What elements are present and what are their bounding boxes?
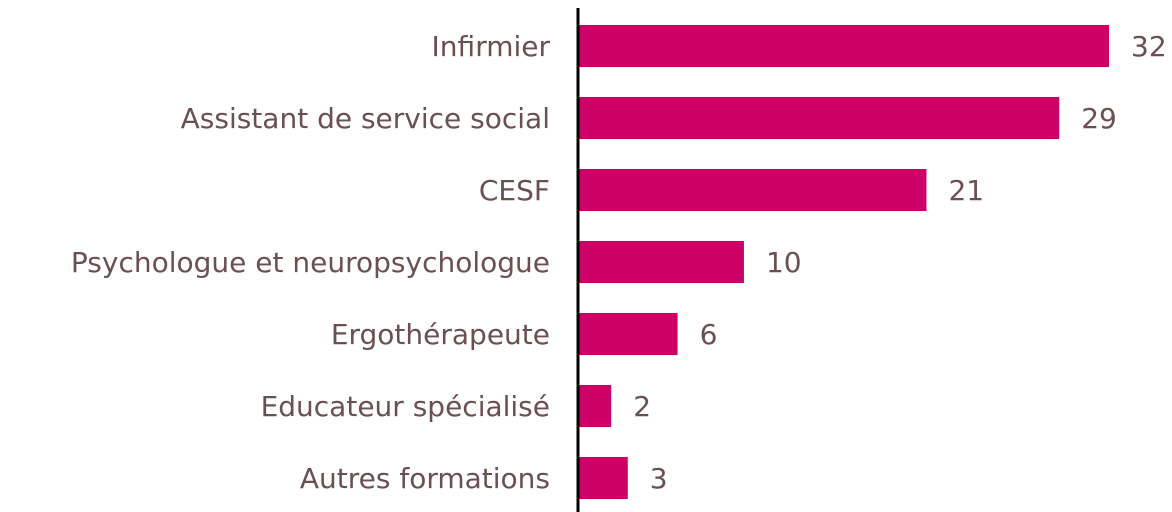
bar: [578, 169, 927, 211]
category-label: Infirmier: [432, 30, 551, 63]
value-label: 29: [1081, 102, 1117, 135]
bar: [578, 385, 612, 427]
category-label: CESF: [479, 174, 550, 207]
value-label: 2: [633, 390, 651, 423]
category-label: Autres formations: [300, 462, 550, 495]
category-label: Educateur spécialisé: [261, 390, 550, 423]
category-label: Psychologue et neuropsychologue: [71, 246, 550, 279]
value-label: 21: [948, 174, 984, 207]
value-label: 32: [1131, 30, 1167, 63]
bar: [578, 313, 678, 355]
value-label: 10: [766, 246, 802, 279]
bar: [578, 25, 1109, 67]
value-label: 6: [700, 318, 718, 351]
category-label: Ergothérapeute: [331, 318, 550, 351]
category-label: Assistant de service social: [181, 102, 550, 135]
bar: [578, 97, 1060, 139]
bar: [578, 241, 744, 283]
value-label: 3: [650, 462, 668, 495]
bar: [578, 457, 628, 499]
